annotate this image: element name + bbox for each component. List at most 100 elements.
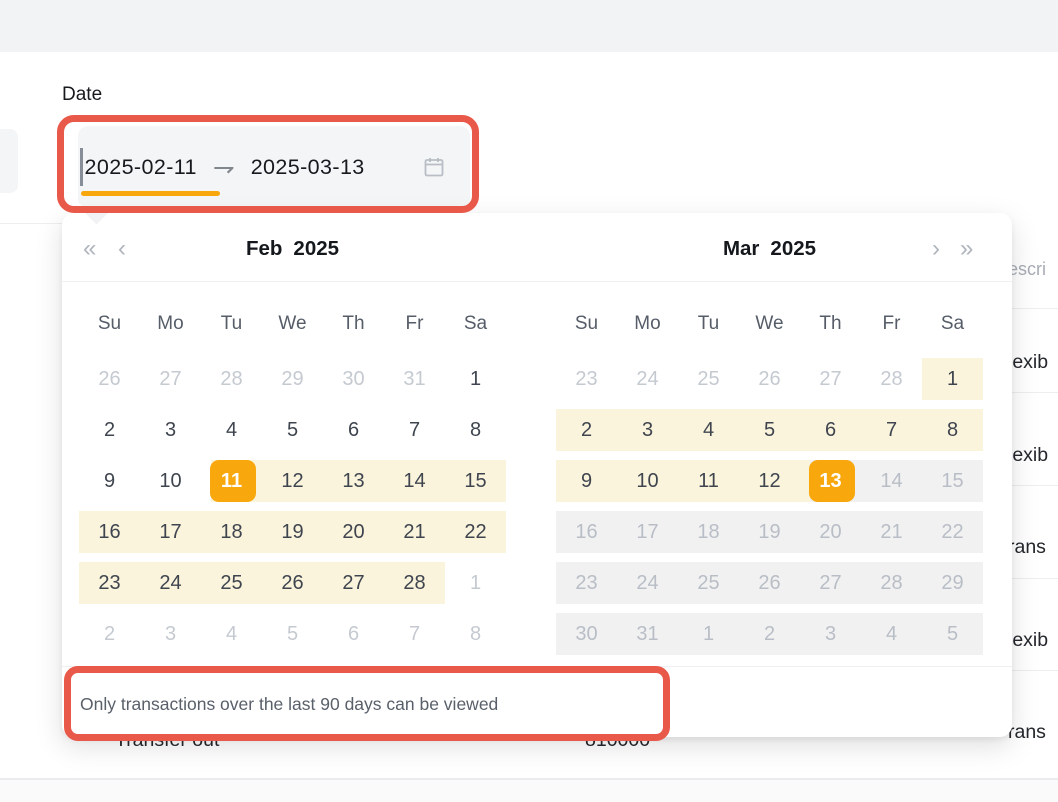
day-cell[interactable]: 8: [922, 405, 983, 456]
day-cell: 19: [739, 507, 800, 558]
day-cell[interactable]: 12: [262, 456, 323, 507]
day-cell[interactable]: 7: [408, 419, 421, 441]
day-cell[interactable]: 16: [79, 507, 140, 558]
weekday-label: Sa: [940, 313, 965, 334]
day-cell: 3: [164, 623, 177, 645]
calendar-week-row: 23 24 25 26 27 28 29: [556, 558, 983, 609]
day-cell: 3: [800, 609, 861, 660]
popup-footer-divider: [62, 666, 1012, 667]
day-cell: 8: [469, 623, 482, 645]
day-cell[interactable]: 4: [678, 405, 739, 456]
day-cell[interactable]: 17: [140, 507, 201, 558]
day-cell[interactable]: 23: [79, 558, 140, 609]
day-cell[interactable]: 7: [861, 405, 922, 456]
table-row-divider: [1012, 485, 1058, 486]
day-cell[interactable]: 9: [556, 456, 617, 507]
table-row-divider: [1012, 308, 1058, 309]
day-cell[interactable]: 15: [445, 456, 506, 507]
day-cell[interactable]: 8: [469, 419, 482, 441]
day-cell: 6: [347, 623, 360, 645]
weekday-label: Tu: [697, 313, 720, 334]
day-cell[interactable]: 14: [384, 456, 445, 507]
calendar-week-row: 2 3 4 5 6 7 8: [79, 405, 506, 456]
weekday-label: Fr: [405, 313, 424, 334]
day-cell[interactable]: 11: [201, 456, 262, 507]
day-cell[interactable]: 20: [323, 507, 384, 558]
day-cell: 4: [225, 623, 238, 645]
footer-note: Only transactions over the last 90 days …: [80, 694, 499, 714]
day-cell: 23: [556, 558, 617, 609]
day-cell: 28: [861, 558, 922, 609]
day-cell[interactable]: 9: [103, 470, 116, 492]
year-label[interactable]: 2025: [293, 237, 340, 260]
day-cell[interactable]: 10: [159, 470, 182, 492]
day-cell[interactable]: 4: [225, 419, 238, 441]
day-cell: 2: [103, 623, 116, 645]
table-row-description-fragment: lexib: [1008, 351, 1049, 373]
calendar-week-row: 30 31 1 2 3 4 5: [556, 609, 983, 660]
weekday-header-row: Su Mo Tu We Th Fr Sa: [556, 309, 983, 339]
day-cell[interactable]: 21: [384, 507, 445, 558]
prev-month-button[interactable]: ‹: [118, 235, 126, 262]
day-cell: 29: [922, 558, 983, 609]
day-cell[interactable]: 3: [164, 419, 177, 441]
day-cell[interactable]: 3: [617, 405, 678, 456]
date-picker-popup: « ‹ Feb 2025 Mar 2025 › » Su Mo Tu We Th Fr Sa…: [62, 213, 1012, 737]
day-cell[interactable]: 2: [103, 419, 116, 441]
day-cell: 27: [819, 368, 842, 390]
end-date-value[interactable]: 2025-03-13: [250, 154, 365, 179]
prev-year-button[interactable]: «: [83, 235, 97, 262]
table-row-divider: [1012, 392, 1058, 393]
day-cell[interactable]: 22: [445, 507, 506, 558]
day-cell: 1: [678, 609, 739, 660]
calendar-icon[interactable]: [422, 155, 446, 179]
day-cell[interactable]: 11: [678, 456, 739, 507]
day-cell[interactable]: 12: [739, 456, 800, 507]
weekday-label: Tu: [220, 313, 243, 334]
weekday-label: Th: [342, 313, 365, 334]
day-cell: 27: [800, 558, 861, 609]
day-cell: 24: [636, 368, 659, 390]
day-cell: 31: [617, 609, 678, 660]
day-cell[interactable]: 6: [800, 405, 861, 456]
day-cell: 18: [678, 507, 739, 558]
day-cell[interactable]: 5: [739, 405, 800, 456]
day-cell[interactable]: 28: [384, 558, 445, 609]
month-label[interactable]: Mar: [722, 237, 760, 260]
month-label[interactable]: Feb: [245, 237, 283, 260]
text-cursor: [80, 148, 83, 186]
day-cell: 1: [469, 572, 482, 594]
day-cell[interactable]: 18: [201, 507, 262, 558]
day-cell[interactable]: 26: [262, 558, 323, 609]
day-cell[interactable]: 1: [469, 368, 482, 390]
year-label[interactable]: 2025: [770, 237, 817, 260]
day-cell: 22: [922, 507, 983, 558]
day-cell: 20: [800, 507, 861, 558]
day-cell: 15: [922, 456, 983, 507]
day-cell[interactable]: 5: [286, 419, 299, 441]
next-year-button[interactable]: »: [960, 235, 974, 262]
day-cell[interactable]: 27: [323, 558, 384, 609]
description-column-header-fragment: escri: [1008, 259, 1047, 279]
day-cell: 25: [678, 558, 739, 609]
day-cell: 5: [922, 609, 983, 660]
day-cell: 7: [408, 623, 421, 645]
day-cell[interactable]: 19: [262, 507, 323, 558]
table-row-divider: [1012, 578, 1058, 579]
day-cell[interactable]: 13: [800, 456, 861, 507]
day-cell[interactable]: 25: [201, 558, 262, 609]
day-cell[interactable]: 6: [347, 419, 360, 441]
next-month-button[interactable]: ›: [932, 235, 940, 262]
day-cell: 28: [880, 368, 903, 390]
day-cell[interactable]: 1: [922, 354, 983, 405]
day-cell[interactable]: 10: [617, 456, 678, 507]
start-date-value[interactable]: 2025-02-11: [84, 154, 197, 179]
day-cell[interactable]: 13: [323, 456, 384, 507]
day-cell[interactable]: 24: [140, 558, 201, 609]
popup-header-divider: [62, 281, 1012, 282]
day-cell[interactable]: 2: [556, 405, 617, 456]
day-cell: 23: [575, 368, 598, 390]
calendar-week-row: 9 10 11 12 13 14 15: [79, 456, 506, 507]
date-range-input[interactable]: 2025-02-11 ⇁ 2025-03-13: [78, 126, 470, 208]
